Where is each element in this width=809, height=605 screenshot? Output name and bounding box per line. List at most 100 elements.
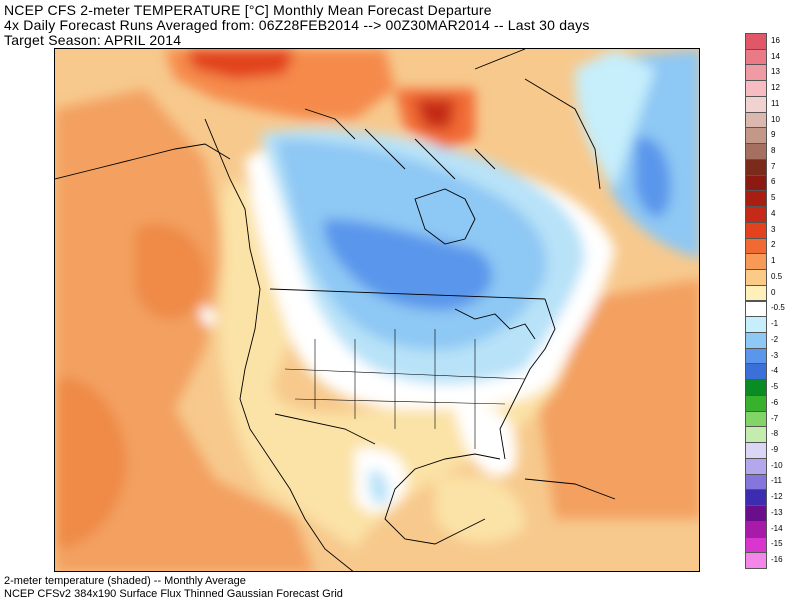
legend-label: -8: [771, 429, 779, 439]
neutral-band-west: [219, 179, 600, 549]
legend-swatch: [745, 316, 767, 333]
legend-label: 8: [771, 146, 776, 155]
legend-label: -5: [771, 382, 779, 392]
legend-swatch: [745, 33, 767, 50]
legend-label: -1: [771, 319, 779, 329]
legend-label: -11: [771, 476, 782, 486]
legend-swatch: [745, 505, 767, 522]
legend-label: 2: [771, 240, 776, 250]
legend-label: 14: [771, 51, 780, 61]
cuba: [524, 478, 616, 500]
legend-swatch: [745, 347, 767, 365]
legend-swatch: [745, 95, 767, 113]
alaska-coast: [55, 143, 231, 180]
forecast-runs-subtitle: 4x Daily Forecast Runs Averaged from: 06…: [4, 17, 590, 33]
legend-label: 3: [771, 224, 776, 234]
legend-swatch: [745, 174, 767, 192]
legend-label: 7: [771, 161, 776, 171]
legend-swatch: [745, 300, 767, 318]
legend-label: 12: [771, 83, 780, 93]
greenland-coast: [474, 49, 601, 190]
cool-anomaly-core: [324, 219, 493, 310]
state-lines: [284, 329, 526, 449]
cool-mexico-patch: [368, 469, 390, 505]
legend-label: 0.5: [771, 271, 783, 281]
legend-label: 11: [771, 98, 780, 108]
us-canada-border: [269, 288, 546, 300]
legend-swatch: [745, 552, 767, 569]
legend-label: 10: [771, 114, 780, 124]
temperature-anomaly-map: [54, 48, 700, 572]
arctic-islands: [304, 108, 496, 180]
baffin-warm-core: [415, 99, 455, 129]
southeast-yellow: [435, 475, 525, 543]
legend-label: -9: [771, 444, 779, 454]
legend-label: -3: [771, 350, 779, 360]
legend-label: -10: [771, 460, 783, 470]
legend-label: -14: [771, 523, 783, 533]
southeast-white: [455, 406, 517, 477]
legend-swatch: [745, 426, 767, 444]
legend-swatch: [745, 253, 767, 271]
gulf-coast: [384, 453, 501, 545]
west-coast: [204, 118, 354, 571]
us-mexico-border: [274, 413, 376, 445]
legend-swatch: [745, 111, 767, 129]
arctic-warm-core: [185, 49, 295, 79]
legend-swatch: [745, 410, 767, 428]
legend-swatch: [745, 80, 767, 97]
warm-southwest-pacific: [55, 377, 127, 549]
cool-atlantic-core: [635, 137, 671, 218]
legend-swatch: [745, 269, 767, 286]
legend-label: 0: [771, 287, 776, 297]
legend-swatch: [745, 221, 767, 239]
great-lakes: [454, 308, 536, 340]
legend-swatch: [745, 64, 767, 82]
chart-title: NCEP CFS 2-meter TEMPERATURE [°C] Monthl…: [4, 2, 492, 18]
legend-label: 13: [771, 67, 780, 77]
legend-label: 16: [771, 35, 780, 45]
legend-swatch: [745, 143, 767, 160]
legend-swatch: [745, 284, 767, 302]
legend-swatch: [745, 457, 767, 475]
legend-label: 4: [771, 208, 776, 218]
legend-label: 5: [771, 193, 776, 203]
east-coast: [499, 298, 556, 460]
legend-swatch: [745, 442, 767, 459]
legend-swatch: [745, 48, 767, 66]
pacific-cool-patch: [200, 307, 217, 326]
legend-swatch: [745, 379, 767, 396]
legend-swatch: [745, 536, 767, 554]
legend-label: 1: [771, 256, 776, 266]
legend-swatch: [745, 158, 767, 176]
legend-label: -0.5: [771, 303, 785, 313]
legend-swatch: [745, 331, 767, 349]
legend-label: -12: [771, 492, 783, 502]
hudson-bay: [414, 188, 476, 245]
legend-swatch: [745, 473, 767, 491]
legend-swatch: [745, 190, 767, 208]
legend-label: -16: [771, 555, 783, 565]
color-legend: [745, 33, 767, 569]
footer-grid-info: NCEP CFSv2 384x190 Surface Flux Thinned …: [4, 588, 343, 600]
legend-swatch: [745, 489, 767, 507]
greenland-light-cool: [575, 49, 655, 189]
legend-swatch: [745, 520, 767, 538]
legend-swatch: [745, 127, 767, 145]
target-season: Target Season: APRIL 2014: [4, 32, 182, 48]
legend-label: -7: [771, 413, 779, 423]
legend-label: 9: [771, 130, 776, 140]
legend-label: -15: [771, 539, 783, 549]
legend-swatch: [745, 394, 767, 412]
legend-label: -4: [771, 366, 779, 376]
legend-label: 6: [771, 177, 776, 187]
legend-swatch: [745, 237, 767, 255]
legend-swatch: [745, 363, 767, 381]
coastlines: [55, 49, 616, 571]
footer-variable: 2-meter temperature (shaded) -- Monthly …: [4, 575, 246, 587]
legend-label: -6: [771, 397, 779, 407]
legend-label: -13: [771, 507, 783, 517]
legend-label: -2: [771, 334, 779, 344]
legend-swatch: [745, 206, 767, 223]
warm-pacific-core: [135, 223, 207, 319]
